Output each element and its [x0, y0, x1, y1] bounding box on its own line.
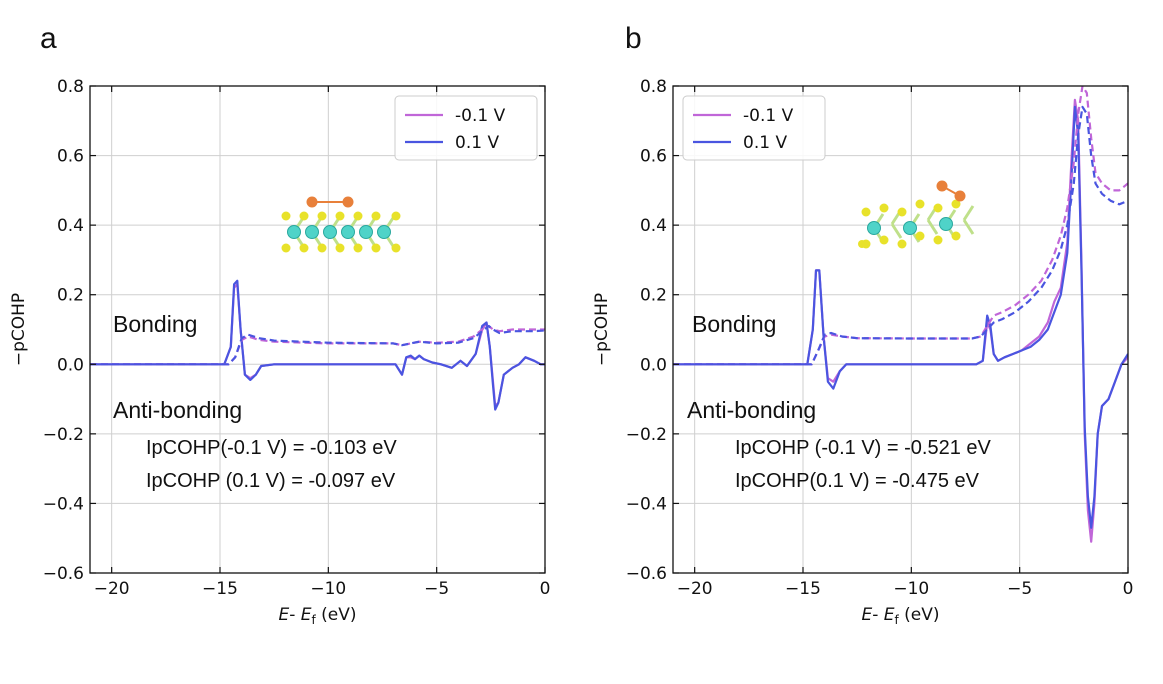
annotation-antibonding: Anti-bonding	[687, 397, 816, 423]
legend: -0.1 V 0.1 V	[682, 95, 826, 161]
chart-panel-a: −20 −15 −10 −5 0 −0.6 −0.4 −0.2 0.0 0.2 0.4 0.6 0.8 E…	[9, 77, 550, 627]
y-tick-label: 0.0	[640, 355, 667, 375]
y-tick-label: 0.4	[640, 216, 667, 236]
axes-frame	[89, 85, 546, 574]
y-tick-label: 0.4	[57, 216, 84, 236]
x-tick-label: −10	[893, 579, 929, 599]
legend-box	[682, 95, 826, 161]
x-tick-label: −5	[424, 579, 449, 599]
y-axis-label: −pCOHP	[592, 293, 612, 366]
series-line-ipcohp-neg	[90, 324, 545, 366]
series-line-ipcohp-neg	[673, 86, 1128, 366]
legend-label: 0.1 V	[743, 133, 787, 153]
molecule-structure-image	[858, 180, 975, 249]
y-tick-label: −0.2	[43, 425, 84, 445]
panel-label-a: a	[40, 22, 57, 55]
y-tick-label: −0.4	[626, 494, 667, 514]
y-tick-label: 0.8	[640, 77, 667, 97]
axes-frame	[672, 85, 1129, 574]
legend: -0.1 V 0.1 V	[394, 95, 538, 161]
y-tick-label: −0.4	[43, 494, 84, 514]
x-tick-label: −20	[94, 579, 130, 599]
annotation-ipcohp-pos: IpCOHP(0.1 V) = -0.475 eV	[735, 470, 980, 492]
x-axis-label: E- Ef (eV)	[278, 605, 356, 627]
legend-label: -0.1 V	[743, 106, 794, 126]
x-tick-label: −5	[1007, 579, 1032, 599]
y-axis-label: −pCOHP	[9, 293, 29, 366]
y-tick-label: −0.6	[43, 564, 84, 584]
x-tick-label: 0	[540, 579, 551, 599]
y-tick-label: 0.2	[57, 286, 84, 306]
x-tick-label: −10	[310, 579, 346, 599]
y-tick-label: −0.6	[626, 564, 667, 584]
x-axis-label: E- Ef (eV)	[861, 605, 939, 627]
x-tick-label: 0	[1123, 579, 1134, 599]
annotation-ipcohp-neg: IpCOHP(-0.1 V) = -0.103 eV	[146, 437, 397, 459]
y-tick-label: 0.0	[57, 355, 84, 375]
annotation-bonding: Bonding	[692, 311, 776, 337]
y-tick-label: −0.2	[626, 425, 667, 445]
y-tick-label: 0.8	[57, 77, 84, 97]
x-tick-label: −20	[677, 579, 713, 599]
y-tick-label: 0.6	[57, 147, 84, 167]
y-tick-label: 0.2	[640, 286, 667, 306]
annotation-bonding: Bonding	[113, 311, 197, 337]
y-tick-label: 0.6	[640, 147, 667, 167]
x-tick-label: −15	[785, 579, 821, 599]
x-tick-label: −15	[202, 579, 238, 599]
legend-box	[394, 95, 538, 161]
annotation-antibonding: Anti-bonding	[113, 397, 242, 423]
series-line-ipcohp-pos	[673, 105, 1128, 366]
annotation-ipcohp-pos: IpCOHP (0.1 V) = -0.097 eV	[146, 470, 396, 492]
legend-label: 0.1 V	[455, 133, 499, 153]
panel-label-b: b	[625, 22, 642, 55]
annotation-ipcohp-neg: IpCOHP (-0.1 V) = -0.521 eV	[735, 437, 992, 459]
chart-panel-b: −20 −15 −10 −5 0 −0.6 −0.4 −0.2 0.0 0.2 0.4 0.6 0.8 E…	[592, 77, 1133, 627]
molecule-structure-image	[281, 196, 401, 253]
series-line-pos	[673, 105, 1128, 529]
series-line-pos	[90, 279, 545, 411]
legend-label: -0.1 V	[455, 106, 506, 126]
